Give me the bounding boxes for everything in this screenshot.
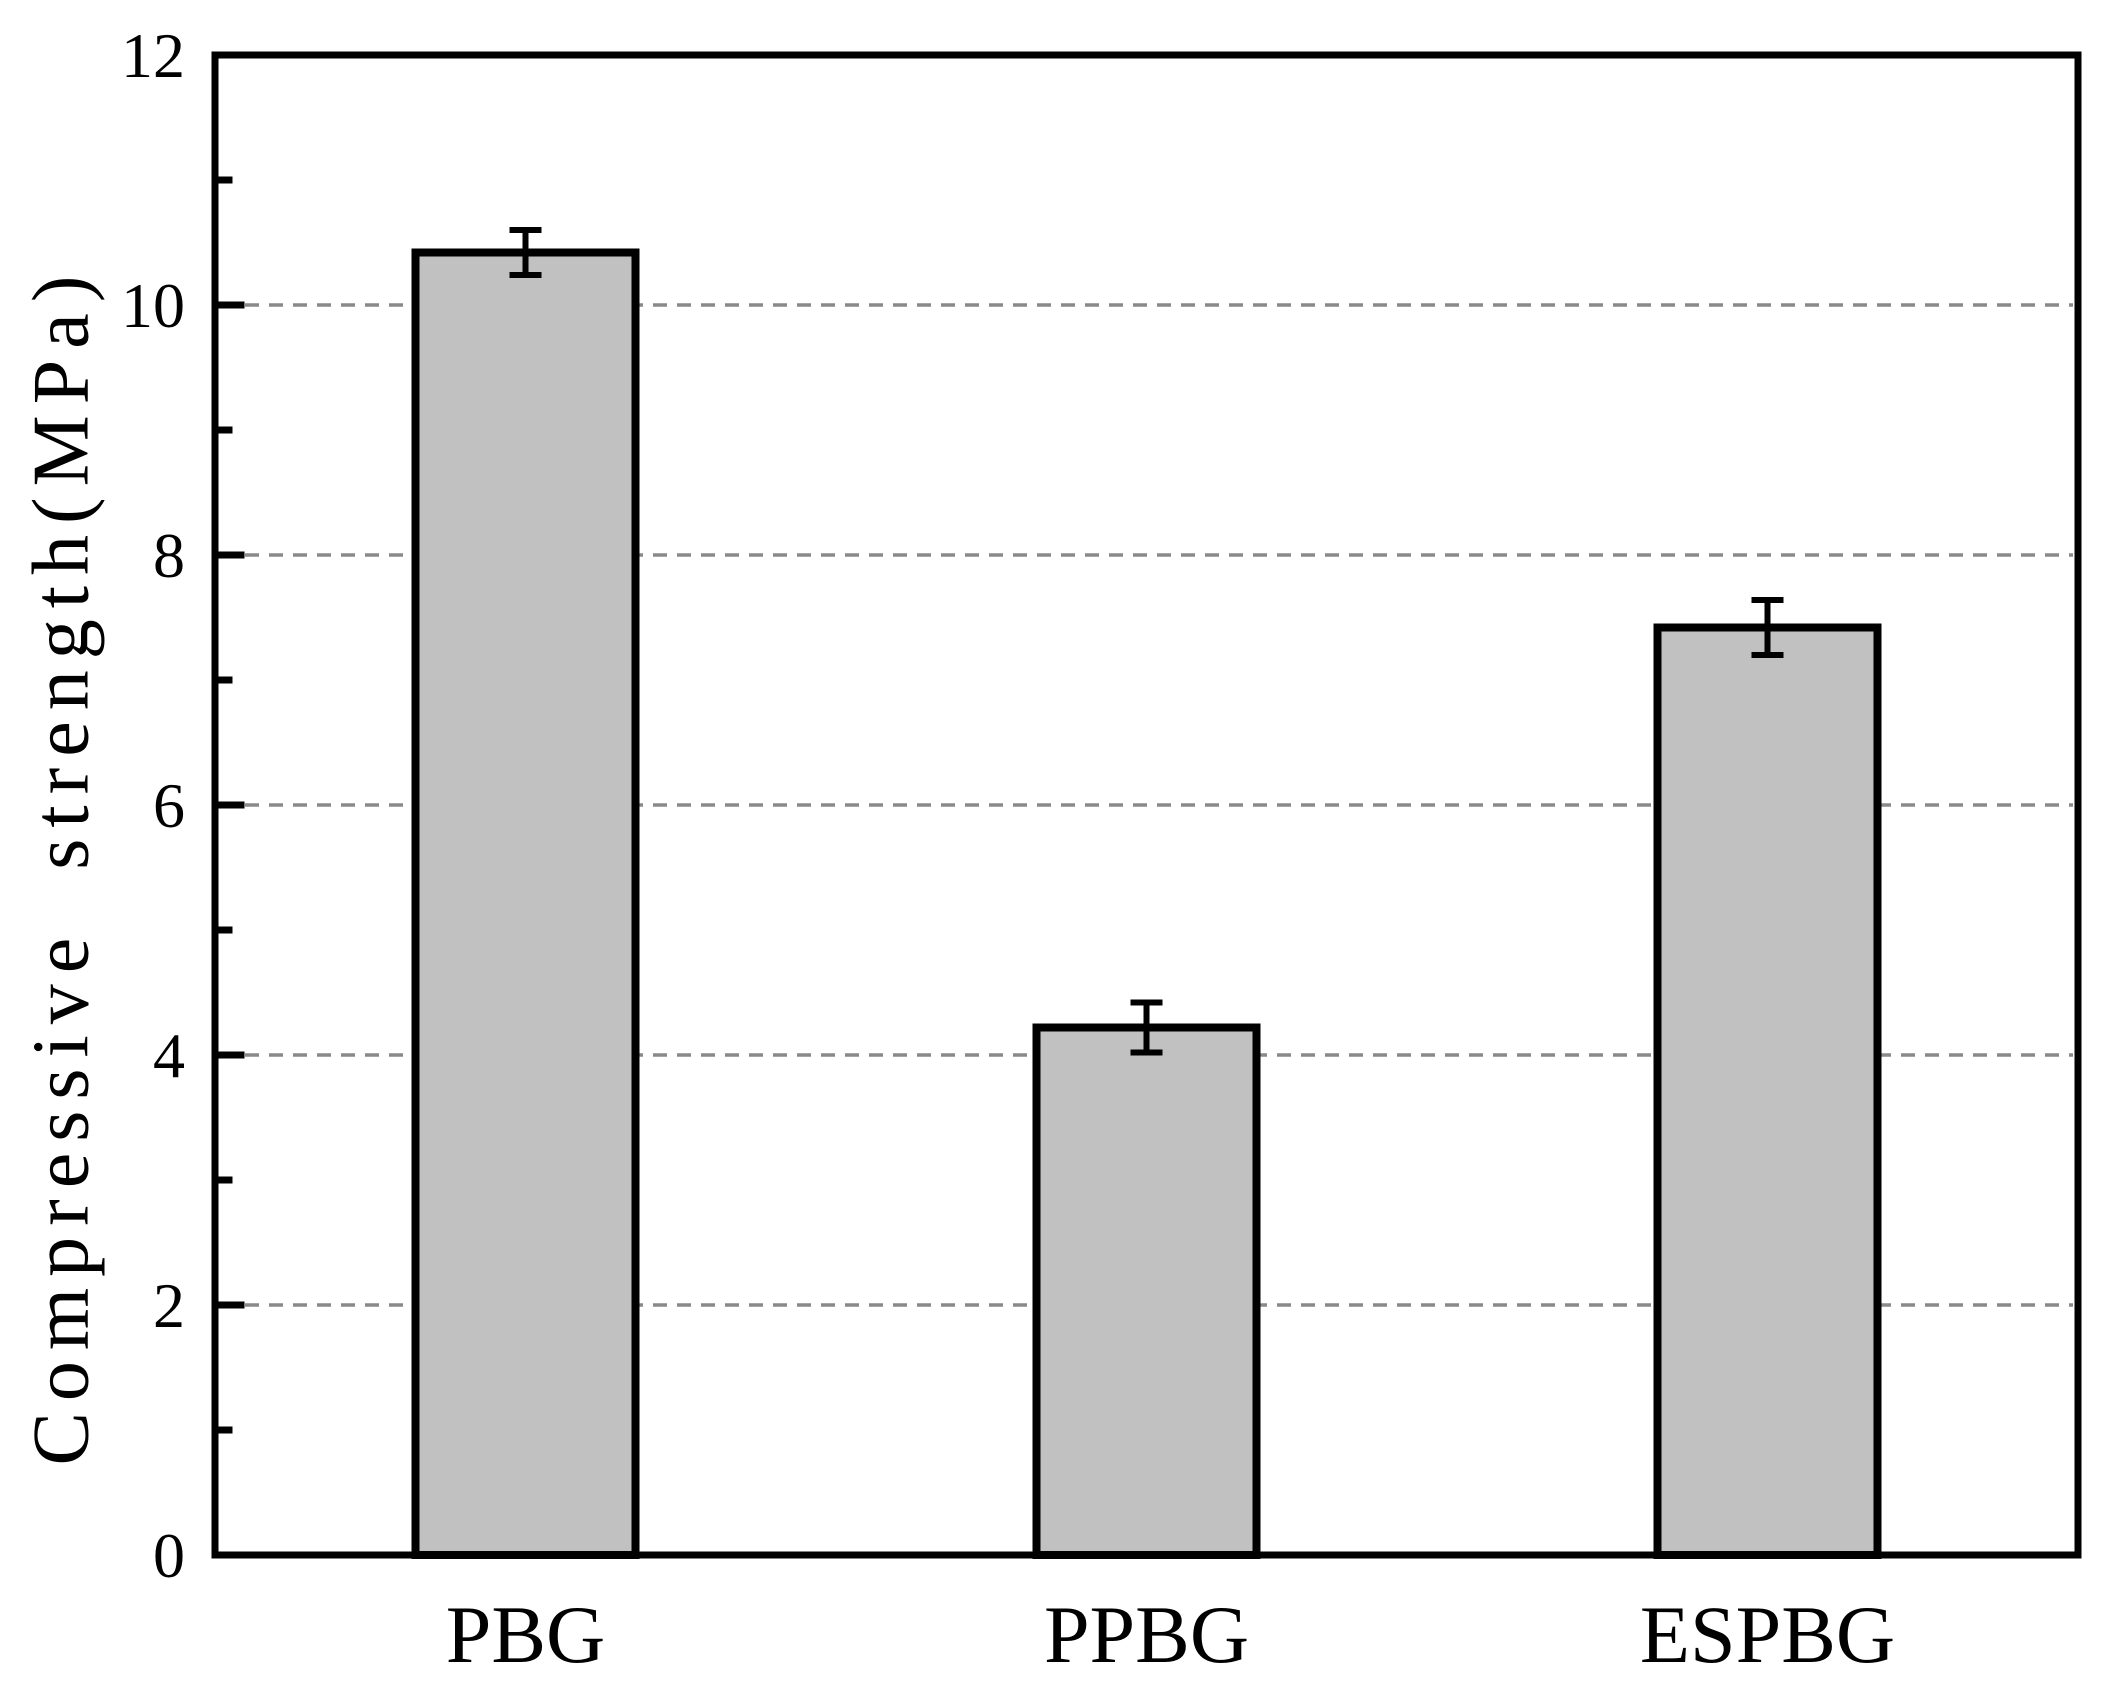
ytick-label-12: 12	[121, 20, 185, 91]
ytick-label-0: 0	[153, 1520, 185, 1591]
xtick-label-ppbg: PPBG	[1044, 1589, 1249, 1680]
y-axis-title: Compressive strength(MPa)	[17, 264, 106, 1466]
ytick-label-2: 2	[153, 1270, 185, 1341]
ytick-label-6: 6	[153, 770, 185, 841]
bar-ppbg	[1032, 1023, 1261, 1559]
axis-frame	[211, 51, 2082, 1559]
xtick-label-espbg: ESPBG	[1640, 1589, 1895, 1680]
ytick-label-10: 10	[121, 270, 185, 341]
ytick-label-4: 4	[153, 1020, 185, 1091]
xtick-label-pbg: PBG	[446, 1589, 606, 1680]
bar-pbg	[411, 248, 640, 1559]
bar-espbg	[1653, 623, 1882, 1559]
ytick-label-8: 8	[153, 520, 185, 591]
